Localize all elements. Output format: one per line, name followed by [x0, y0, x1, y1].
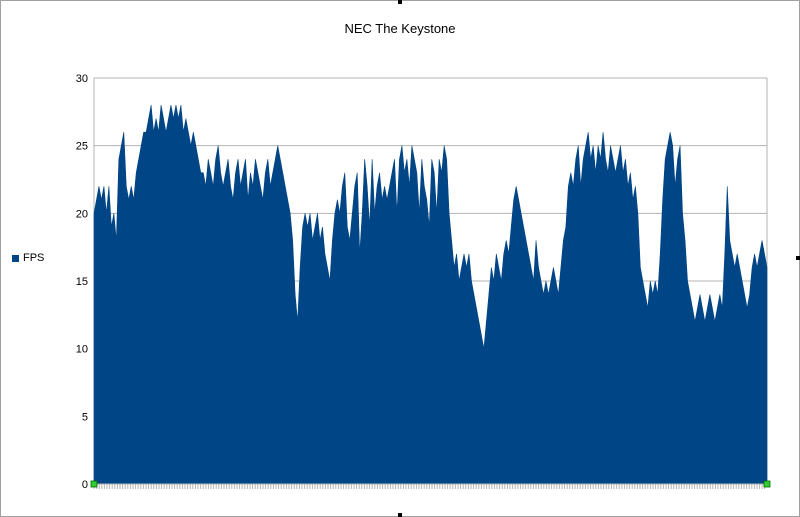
- x-axis-ticks: [90, 480, 771, 489]
- y-tick-label: 10: [76, 344, 88, 356]
- legend-swatch-fps: [12, 254, 19, 262]
- y-tick-label: 5: [82, 411, 88, 423]
- series-start-handle[interactable]: [90, 480, 98, 488]
- series-fps: [93, 105, 768, 485]
- top-resize-handle[interactable]: [398, 0, 402, 4]
- series-end-handle[interactable]: [763, 480, 771, 488]
- chart-title: NEC The Keystone: [344, 21, 456, 36]
- y-axis-ticks: 0 5 10 15 20 25 30: [76, 73, 88, 491]
- fps-area: [93, 105, 768, 485]
- right-resize-handle[interactable]: [796, 256, 800, 260]
- y-tick-label: 15: [76, 276, 88, 288]
- bottom-resize-handle[interactable]: [398, 513, 402, 517]
- y-tick-label: 0: [82, 479, 88, 491]
- y-tick-label: 20: [76, 208, 88, 220]
- y-tick-label: 25: [76, 141, 88, 153]
- legend-label-fps: FPS: [23, 252, 45, 264]
- y-tick-label: 30: [76, 73, 88, 85]
- legend: FPS: [12, 252, 44, 264]
